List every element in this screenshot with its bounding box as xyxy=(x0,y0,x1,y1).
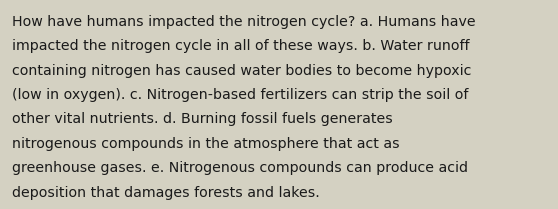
Text: other vital nutrients. d. Burning fossil fuels generates: other vital nutrients. d. Burning fossil… xyxy=(12,112,393,126)
Text: greenhouse gases. e. Nitrogenous compounds can produce acid: greenhouse gases. e. Nitrogenous compoun… xyxy=(12,161,468,175)
Text: nitrogenous compounds in the atmosphere that act as: nitrogenous compounds in the atmosphere … xyxy=(12,137,400,151)
Text: impacted the nitrogen cycle in all of these ways. b. Water runoff: impacted the nitrogen cycle in all of th… xyxy=(12,39,470,53)
Text: How have humans impacted the nitrogen cycle? a. Humans have: How have humans impacted the nitrogen cy… xyxy=(12,15,476,29)
Text: containing nitrogen has caused water bodies to become hypoxic: containing nitrogen has caused water bod… xyxy=(12,64,472,78)
Text: deposition that damages forests and lakes.: deposition that damages forests and lake… xyxy=(12,186,320,200)
Text: (low in oxygen). c. Nitrogen-based fertilizers can strip the soil of: (low in oxygen). c. Nitrogen-based ferti… xyxy=(12,88,469,102)
